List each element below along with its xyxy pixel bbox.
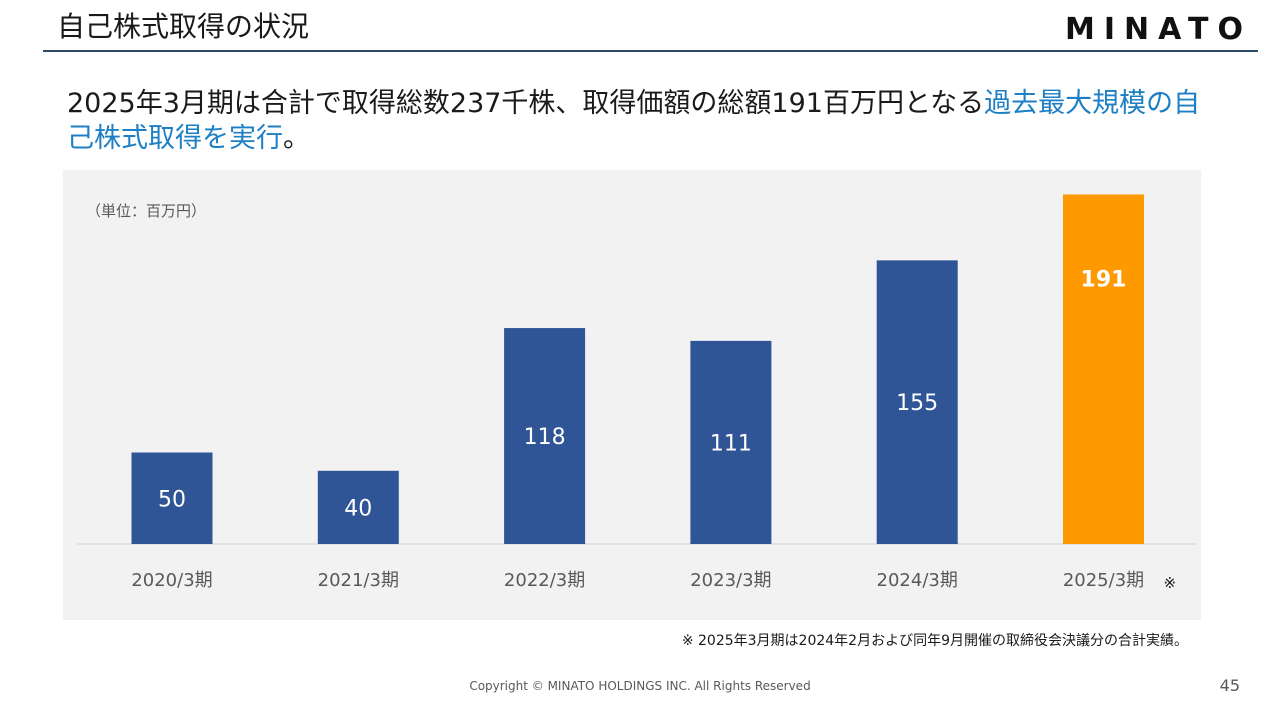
category-label-2: 2022/3期: [504, 570, 585, 591]
data-label-4: 155: [896, 391, 938, 416]
bar-2: [504, 328, 586, 544]
headline-end: 。: [283, 123, 310, 154]
bar-5: [1063, 194, 1144, 544]
chart-panel: [63, 170, 1201, 620]
data-label-0: 50: [158, 487, 186, 512]
headline-highlight: 過去最大規模の自己株式取得を実行: [67, 88, 1201, 154]
bar-3: [690, 340, 772, 544]
title-divider: [43, 50, 1258, 52]
data-label-1: 40: [344, 496, 372, 521]
page-number: 45: [1219, 676, 1240, 695]
page-title: 自己株式取得の状況: [57, 10, 310, 43]
bar-4: [876, 260, 958, 544]
footnote: ※ 2025年3月期は2024年2月および同年9月開催の取締役会決議分の合計実績…: [681, 633, 1188, 649]
copyright: Copyright © MINATO HOLDINGS INC. All Rig…: [469, 679, 811, 693]
category-label-4: 2024/3期: [877, 570, 958, 591]
data-label-2: 118: [524, 425, 566, 450]
bar-1: [317, 470, 399, 544]
chart-unit-label: （単位：百万円）: [86, 202, 207, 220]
bar-chart: 50 2020/3期 40 2021/3期 118 2022/3期 111 2023/3期 15…: [77, 194, 1196, 592]
category-note-mark: ※: [1164, 574, 1177, 592]
headline: 2025年3月期は合計で取得総数237千株、取得価額の総額191百万円となる過去…: [67, 86, 1207, 156]
category-label-1: 2021/3期: [318, 570, 399, 591]
category-label-5: 2025/3期: [1063, 570, 1144, 591]
data-label-5: 191: [1081, 267, 1127, 292]
category-label-3: 2023/3期: [690, 570, 771, 591]
company-logo: MINATO: [1065, 12, 1252, 47]
bar-0: [131, 452, 213, 544]
data-label-3: 111: [710, 431, 752, 456]
category-label-0: 2020/3期: [131, 570, 212, 591]
headline-main: 2025年3月期は合計で取得総数237千株、取得価額の総額191百万円となる: [67, 88, 985, 119]
